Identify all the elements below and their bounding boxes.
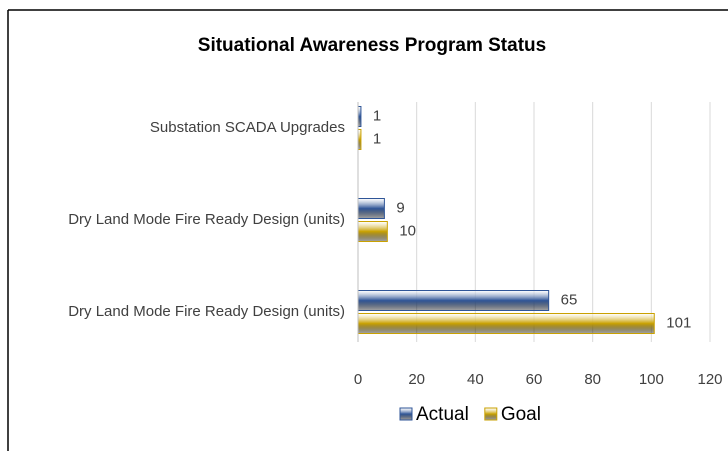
x-tick-label: 60 bbox=[526, 371, 543, 388]
legend-label: Actual bbox=[416, 404, 469, 425]
x-tick-label: 100 bbox=[639, 371, 664, 388]
legend-marker bbox=[399, 407, 413, 421]
y-tick-label: Dry Land Mode Fire Ready Design (units) bbox=[68, 303, 345, 320]
y-tick-label: Dry Land Mode Fire Ready Design (units) bbox=[68, 211, 345, 228]
x-tick-label: 80 bbox=[584, 371, 601, 388]
legend-label: Goal bbox=[501, 404, 541, 425]
y-tick-label: Substation SCADA Upgrades bbox=[149, 119, 345, 136]
data-label: 1 bbox=[373, 107, 381, 124]
category-label-box: Dry Land Mode Fire Ready Design (units) bbox=[20, 301, 345, 323]
chart-title: Situational Awareness Program Status bbox=[198, 35, 546, 56]
bar bbox=[357, 290, 550, 311]
category-label-box: Substation SCADA Upgrades bbox=[20, 117, 345, 139]
bar bbox=[357, 198, 385, 219]
legend-marker bbox=[484, 407, 498, 421]
x-tick-label: 0 bbox=[354, 371, 362, 388]
data-label: 1 bbox=[373, 130, 381, 147]
bar bbox=[357, 221, 388, 242]
category-label-box: Dry Land Mode Fire Ready Design (units) bbox=[20, 209, 345, 231]
data-label: 10 bbox=[399, 222, 416, 239]
data-label: 101 bbox=[666, 314, 691, 331]
bar bbox=[357, 313, 655, 334]
x-tick-label: 120 bbox=[697, 371, 722, 388]
x-tick-label: 40 bbox=[467, 371, 484, 388]
data-label: 9 bbox=[396, 199, 404, 216]
x-tick-label: 20 bbox=[408, 371, 425, 388]
data-label: 65 bbox=[561, 291, 578, 308]
